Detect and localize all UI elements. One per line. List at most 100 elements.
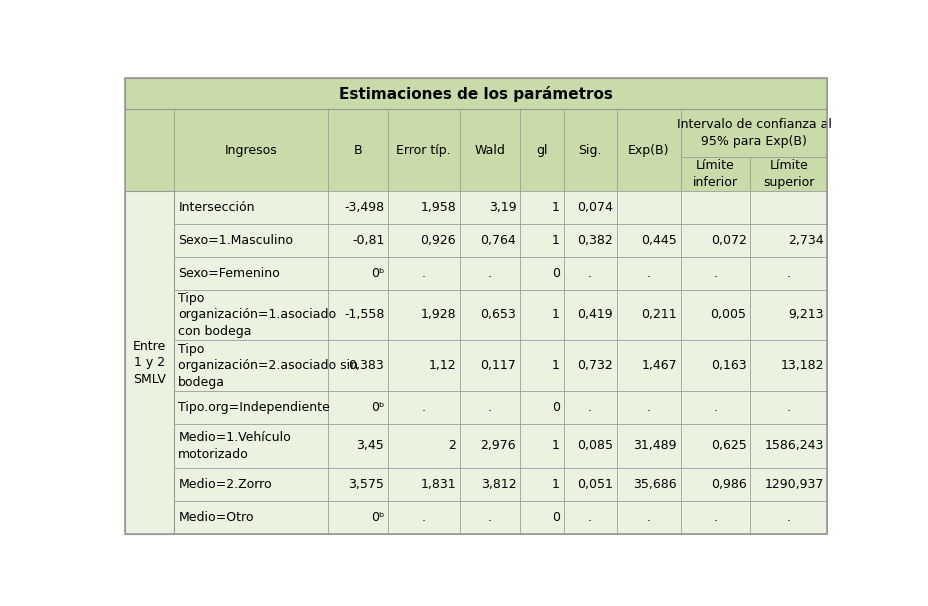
- Text: Intervalo de confianza al
95% para Exp(B): Intervalo de confianza al 95% para Exp(B…: [676, 118, 831, 148]
- Bar: [124, 191, 174, 534]
- Bar: [563, 191, 616, 224]
- Bar: [328, 191, 388, 224]
- Text: .: .: [587, 267, 591, 280]
- Bar: [459, 257, 520, 290]
- Bar: [459, 290, 520, 341]
- Text: .: .: [713, 511, 716, 524]
- Bar: [174, 109, 328, 191]
- Text: 0ᵇ: 0ᵇ: [370, 401, 384, 414]
- Bar: [749, 224, 827, 257]
- Text: .: .: [587, 511, 591, 524]
- Bar: [520, 224, 563, 257]
- Text: 1,12: 1,12: [428, 359, 456, 372]
- Bar: [749, 501, 827, 534]
- Bar: [124, 109, 827, 191]
- Bar: [328, 501, 388, 534]
- Bar: [616, 109, 680, 191]
- Text: 1,958: 1,958: [419, 201, 456, 214]
- Bar: [328, 391, 388, 424]
- Bar: [124, 109, 174, 191]
- Text: 1,831: 1,831: [420, 478, 456, 491]
- Text: 1290,937: 1290,937: [764, 478, 823, 491]
- Bar: [680, 501, 749, 534]
- Text: .: .: [487, 267, 491, 280]
- Text: .: .: [487, 511, 491, 524]
- Text: 1: 1: [551, 478, 560, 491]
- Text: Tipo.org=Independiente: Tipo.org=Independiente: [178, 401, 329, 414]
- Text: Sexo=1.Masculino: Sexo=1.Masculino: [178, 234, 293, 247]
- Bar: [328, 257, 388, 290]
- Bar: [563, 501, 616, 534]
- Bar: [563, 109, 616, 191]
- Bar: [616, 290, 680, 341]
- Text: .: .: [786, 267, 790, 280]
- Bar: [124, 468, 174, 501]
- Text: Sig.: Sig.: [578, 144, 601, 157]
- Bar: [459, 501, 520, 534]
- Bar: [680, 391, 749, 424]
- Bar: [388, 501, 459, 534]
- Bar: [520, 501, 563, 534]
- Bar: [124, 424, 827, 468]
- Bar: [680, 424, 749, 468]
- Bar: [174, 424, 328, 468]
- Text: 3,45: 3,45: [356, 439, 384, 453]
- Text: Límite
superior: Límite superior: [762, 159, 814, 189]
- Text: 0,383: 0,383: [348, 359, 384, 372]
- Text: 1: 1: [551, 201, 560, 214]
- Bar: [520, 257, 563, 290]
- Text: .: .: [713, 401, 716, 414]
- Text: 2,734: 2,734: [787, 234, 823, 247]
- Text: 0,382: 0,382: [576, 234, 612, 247]
- Bar: [520, 424, 563, 468]
- Text: -0,81: -0,81: [352, 234, 384, 247]
- Text: 0: 0: [551, 401, 560, 414]
- Bar: [124, 78, 827, 109]
- Text: 0,986: 0,986: [710, 478, 746, 491]
- Text: .: .: [646, 267, 650, 280]
- Text: 0,211: 0,211: [640, 308, 677, 322]
- Bar: [388, 391, 459, 424]
- Text: .: .: [421, 267, 425, 280]
- Text: 0,653: 0,653: [480, 308, 516, 322]
- Bar: [680, 157, 749, 191]
- Bar: [124, 391, 827, 424]
- Text: .: .: [786, 511, 790, 524]
- Bar: [459, 424, 520, 468]
- Bar: [124, 290, 827, 341]
- Text: 1: 1: [551, 234, 560, 247]
- Text: 3,812: 3,812: [480, 478, 516, 491]
- Bar: [616, 391, 680, 424]
- Bar: [563, 424, 616, 468]
- Bar: [563, 468, 616, 501]
- Bar: [749, 468, 827, 501]
- Bar: [616, 341, 680, 391]
- Bar: [563, 341, 616, 391]
- Text: 1: 1: [551, 439, 560, 453]
- Bar: [616, 191, 680, 224]
- Bar: [328, 109, 388, 191]
- Bar: [749, 290, 827, 341]
- Bar: [124, 501, 174, 534]
- Bar: [328, 290, 388, 341]
- Bar: [388, 468, 459, 501]
- Bar: [328, 341, 388, 391]
- Text: 1586,243: 1586,243: [764, 439, 823, 453]
- Bar: [328, 468, 388, 501]
- Bar: [388, 290, 459, 341]
- Text: .: .: [421, 401, 425, 414]
- Bar: [388, 109, 459, 191]
- Bar: [328, 224, 388, 257]
- Text: 1: 1: [551, 359, 560, 372]
- Bar: [124, 224, 174, 257]
- Text: 0,445: 0,445: [640, 234, 677, 247]
- Bar: [680, 257, 749, 290]
- Bar: [124, 468, 827, 501]
- Bar: [680, 109, 827, 157]
- Text: Medio=Otro: Medio=Otro: [178, 511, 253, 524]
- Text: Intersección: Intersección: [178, 201, 254, 214]
- Bar: [616, 501, 680, 534]
- Text: 0: 0: [551, 511, 560, 524]
- Bar: [174, 341, 328, 391]
- Text: 0,163: 0,163: [710, 359, 746, 372]
